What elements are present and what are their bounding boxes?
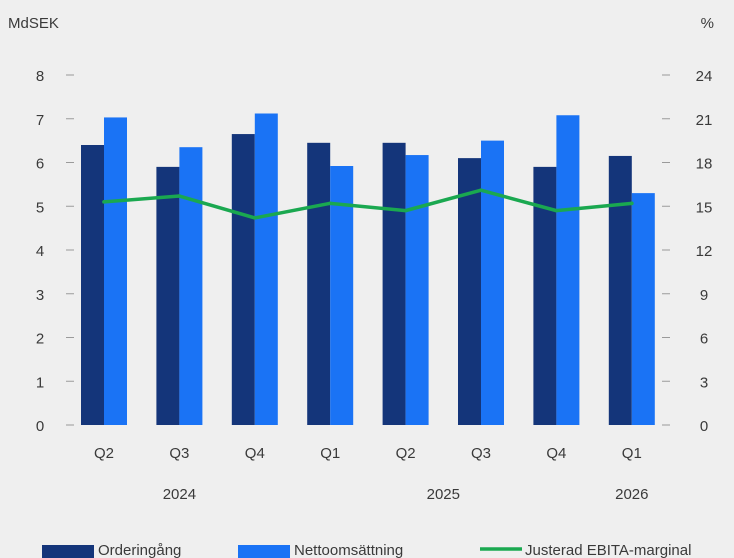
legend: Orderingång Nettoomsättning Justerad EBITA… [42,542,691,558]
year-label: 2025 [427,486,460,503]
line-point [328,201,333,206]
legend-swatch [238,545,290,558]
left-tick-label: 7 [36,112,44,129]
line-point [630,201,634,206]
category-label: Q1 [622,445,642,462]
left-tick-label: 5 [36,199,44,216]
bar-nettooms-ttning [254,113,278,425]
bar-ordering-ng [307,142,331,425]
bar-ordering-ng [156,166,180,425]
bar-ordering-ng [382,142,406,425]
legend-label: Nettoomsättning [294,542,403,558]
bar-ordering-ng [608,155,632,425]
right-tick-label: 24 [696,68,713,85]
category-label: Q3 [169,445,189,462]
left-tick-label: 2 [36,331,44,348]
bar-ordering-ng [81,145,104,425]
right-tick-label: 12 [696,243,713,260]
line-point [554,208,559,213]
right-tick-label: 15 [696,199,713,216]
category-label: Q2 [94,445,114,462]
category-label: Q4 [245,445,265,462]
bar-nettooms-ttning [556,115,580,425]
category-label: Q1 [320,445,340,462]
legend-label: Justerad EBITA-marginal [525,542,691,558]
line-point [479,188,483,193]
year-label: 2026 [615,486,648,503]
right-tick-label: 0 [700,418,708,435]
category-label: Q4 [546,445,566,462]
bar-nettooms-ttning [330,166,354,425]
left-tick-label: 6 [36,156,44,173]
line-point [177,194,182,198]
bar-ordering-ng [533,166,557,425]
right-tick-label: 6 [700,331,708,348]
legend-label: Orderingång [98,542,181,558]
left-tick-label: 4 [36,243,44,260]
right-tick-label: 9 [700,287,708,304]
right-axis-unit: % [701,15,714,32]
right-tick-label: 3 [700,374,708,391]
left-tick-label: 1 [36,374,44,391]
bar-nettooms-ttning [104,117,127,425]
line-justerad-ebita-marginal [102,188,634,220]
bar-nettooms-ttning [179,147,203,425]
category-label: Q2 [396,445,416,462]
year-label: 2024 [163,486,196,503]
left-tick-label: 8 [36,68,44,85]
legend-swatch [42,545,94,558]
bar-nettooms-ttning [481,140,504,425]
left-tick-label: 0 [36,418,44,435]
bar-nettooms-ttning [631,193,655,425]
bar-ordering-ng [458,158,481,425]
category-label: Q3 [471,445,491,462]
line-point [253,216,257,220]
left-axis-unit: MdSEK [8,15,59,32]
right-tick-label: 21 [696,112,713,129]
right-tick-label: 18 [696,156,713,173]
bar-nettooms-ttning [405,155,429,425]
bar-ordering-ng [231,134,255,425]
line-point [102,200,106,204]
line-point [403,208,408,213]
left-tick-label: 3 [36,287,44,304]
